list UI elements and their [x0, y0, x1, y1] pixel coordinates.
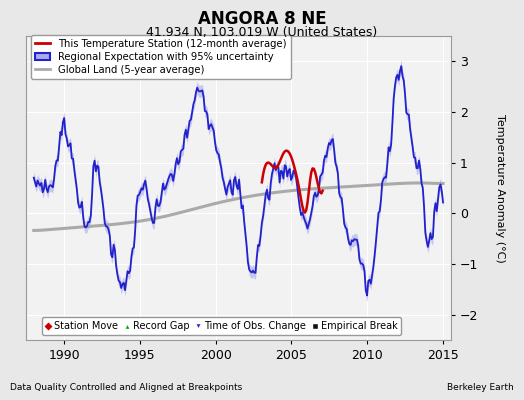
Text: ANGORA 8 NE: ANGORA 8 NE — [198, 10, 326, 28]
Text: Berkeley Earth: Berkeley Earth — [447, 383, 514, 392]
Text: Data Quality Controlled and Aligned at Breakpoints: Data Quality Controlled and Aligned at B… — [10, 383, 243, 392]
Y-axis label: Temperature Anomaly (°C): Temperature Anomaly (°C) — [495, 114, 505, 262]
Text: 41.934 N, 103.019 W (United States): 41.934 N, 103.019 W (United States) — [146, 26, 378, 39]
Legend: Station Move, Record Gap, Time of Obs. Change, Empirical Break: Station Move, Record Gap, Time of Obs. C… — [42, 317, 401, 335]
